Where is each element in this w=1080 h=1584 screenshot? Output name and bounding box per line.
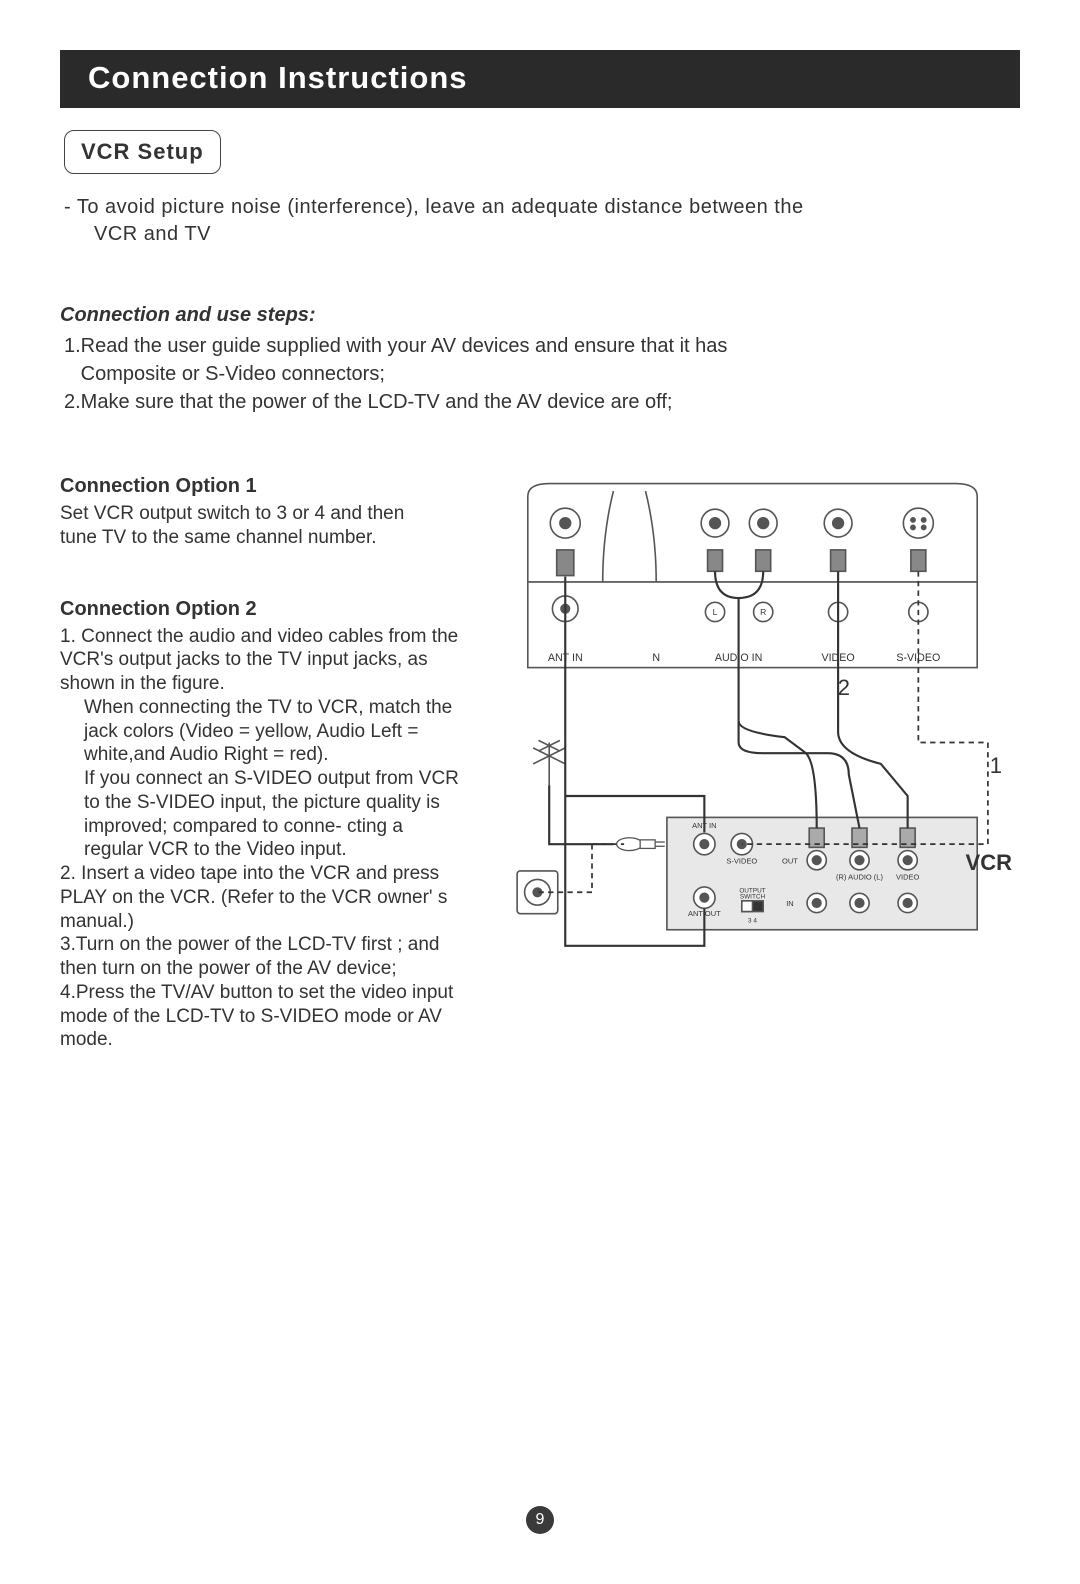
page-number-badge: 9 xyxy=(526,1506,554,1534)
step-item: 1.Read the user guide supplied with your… xyxy=(64,333,1020,359)
svg-text:SWITCH: SWITCH xyxy=(740,894,766,901)
opt2-item: 1. Connect the audio and video cables fr… xyxy=(60,625,465,696)
step-item: 2.Make sure that the power of the LCD-TV… xyxy=(64,389,1020,415)
note-line2: VCR and TV xyxy=(64,221,1020,248)
opt2-item: 2. Insert a video tape into the VCR and … xyxy=(60,862,465,933)
opt2-item: When connecting the TV to VCR, match the… xyxy=(60,696,465,767)
option1-head: Connection Option 1 xyxy=(60,475,465,498)
steps-list: 1.Read the user guide supplied with your… xyxy=(60,333,1020,415)
option1-line2: tune TV to the same channel number. xyxy=(60,527,377,548)
svg-text:L: L xyxy=(713,607,718,617)
section-box: VCR Setup xyxy=(64,130,221,174)
connection-diagram: ANT IN N AUDIO IN VIDEO S-VIDEO L R xyxy=(485,475,1020,1036)
svg-text:VIDEO: VIDEO xyxy=(896,872,919,881)
section-label: VCR Setup xyxy=(81,139,204,164)
opt2-item: 3.Turn on the power of the LCD-TV first … xyxy=(60,933,465,981)
svg-text:IN: IN xyxy=(786,899,793,908)
option1-text: Set VCR output switch to 3 or 4 and then… xyxy=(60,502,465,550)
option2-head: Connection Option 2 xyxy=(60,598,465,621)
option2-list: 1. Connect the audio and video cables fr… xyxy=(60,625,465,1053)
opt2-item: 4.Press the TV/AV button to set the vide… xyxy=(60,981,465,1052)
svg-text:R: R xyxy=(760,607,766,617)
svg-text:(R) AUDIO (L): (R) AUDIO (L) xyxy=(836,872,883,881)
note-line1: - To avoid picture noise (interference),… xyxy=(64,196,804,218)
svg-text:OUT: OUT xyxy=(782,856,798,865)
page-number: 9 xyxy=(536,1511,545,1529)
svg-text:N: N xyxy=(652,652,660,664)
step-item: Composite or S-Video connectors; xyxy=(64,361,1020,387)
page-title: Connection Instructions xyxy=(88,60,468,95)
opt2-item: If you connect an S-VIDEO output from VC… xyxy=(60,767,465,862)
vcr-label: VCR xyxy=(966,850,1012,876)
page-title-bar: Connection Instructions xyxy=(60,50,1020,108)
option1-line1: Set VCR output switch to 3 or 4 and then xyxy=(60,503,404,524)
interference-note: - To avoid picture noise (interference),… xyxy=(60,194,1020,248)
diagram-marker-2: 2 xyxy=(838,675,850,701)
diagram-marker-1: 1 xyxy=(990,753,1002,779)
svg-text:3 4: 3 4 xyxy=(748,917,757,924)
diagram-svg: ANT IN N AUDIO IN VIDEO S-VIDEO L R xyxy=(485,475,1020,1031)
left-column: Connection Option 1 Set VCR output switc… xyxy=(60,475,465,1052)
svg-text:S-VIDEO: S-VIDEO xyxy=(726,856,757,865)
steps-heading: Connection and use steps: xyxy=(60,304,1020,327)
